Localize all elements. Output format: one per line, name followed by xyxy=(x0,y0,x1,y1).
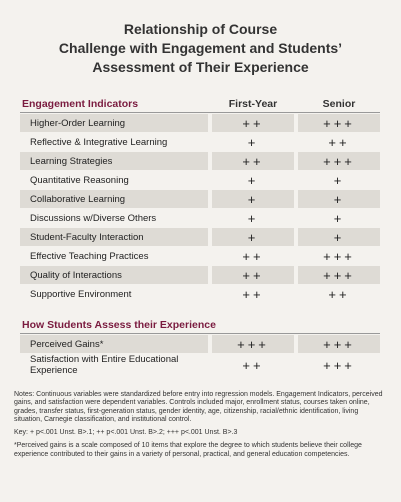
significance: ++ xyxy=(242,286,264,302)
row-label: Perceived Gains* xyxy=(20,335,208,353)
significance: ++ xyxy=(212,266,294,284)
significance: ++ xyxy=(242,248,264,264)
significance: + xyxy=(212,190,294,208)
significance: + xyxy=(333,172,345,188)
title-line: Challenge with Engagement and Students’ xyxy=(58,40,343,56)
significance: ++ xyxy=(328,134,350,150)
significance: +++ xyxy=(323,248,355,264)
significance: + xyxy=(247,134,259,150)
significance: ++ xyxy=(212,114,294,132)
notes: Notes: Continuous variables were standar… xyxy=(14,391,388,464)
rule xyxy=(20,112,380,113)
footnote: *Perceived gains is a scale composed of … xyxy=(14,442,362,458)
table-row: Quality of Interactions ++ +++ xyxy=(20,266,380,284)
row-label: Collaborative Learning xyxy=(20,190,208,208)
significance: ++ xyxy=(212,152,294,170)
section-header: How Students Assess their Experience xyxy=(20,313,380,331)
spacer xyxy=(20,303,380,313)
significance: + xyxy=(247,210,259,226)
table-row: Reflective & Integrative Learning + ++ xyxy=(20,133,380,151)
rule xyxy=(20,333,380,334)
table-row: Supportive Environment ++ ++ xyxy=(20,285,380,303)
table-row: Learning Strategies ++ +++ xyxy=(20,152,380,170)
significance: + xyxy=(212,228,294,246)
significance: + xyxy=(298,190,380,208)
significance: +++ xyxy=(323,357,355,373)
title-line: Relationship of Course xyxy=(123,21,278,37)
significance: ++ xyxy=(328,286,350,302)
table-row: Quantitative Reasoning + + xyxy=(20,171,380,189)
significance: + xyxy=(298,228,380,246)
title-line: Assessment of Their Experience xyxy=(92,59,309,75)
significance: +++ xyxy=(298,266,380,284)
row-label: Quality of Interactions xyxy=(20,266,208,284)
table-row: Perceived Gains* +++ +++ xyxy=(20,335,380,353)
significance: +++ xyxy=(212,335,294,353)
key: Key: + p<.001 Unst. B>.1; ++ p<.001 Unst… xyxy=(14,429,238,437)
row-label: Quantitative Reasoning xyxy=(30,174,129,186)
row-label: Reflective & Integrative Learning xyxy=(30,136,168,148)
significance: +++ xyxy=(298,114,380,132)
significance: + xyxy=(333,210,345,226)
table-row: Higher-Order Learning ++ +++ xyxy=(20,114,380,132)
row-label: Discussions w/Diverse Others xyxy=(30,212,157,224)
notes-text: Notes: Continuous variables were standar… xyxy=(14,391,383,423)
section-title: How Students Assess their Experience xyxy=(22,319,216,331)
row-label: Effective Teaching Practices xyxy=(30,250,149,262)
significance: +++ xyxy=(298,335,380,353)
row-label: Supportive Environment xyxy=(30,288,132,300)
table-row: Collaborative Learning + + xyxy=(20,190,380,208)
table-row: Discussions w/Diverse Others + + xyxy=(20,209,380,227)
title: Relationship of Course Challenge with En… xyxy=(0,20,401,77)
column-header: First-Year xyxy=(228,98,278,110)
significance: ++ xyxy=(242,357,264,373)
table-row: Satisfaction with Entire Educational Exp… xyxy=(20,354,380,376)
table-row: Student-Faculty Interaction + + xyxy=(20,228,380,246)
section-header: Engagement Indicators First-Year Senior xyxy=(20,92,380,110)
table-row: Effective Teaching Practices ++ +++ xyxy=(20,247,380,265)
row-label: Learning Strategies xyxy=(20,152,208,170)
significance: + xyxy=(247,172,259,188)
row-label: Higher-Order Learning xyxy=(20,114,208,132)
row-label: Satisfaction with Entire Educational Exp… xyxy=(30,354,179,376)
row-label: Student-Faculty Interaction xyxy=(20,228,208,246)
section-title: Engagement Indicators xyxy=(22,98,139,110)
column-header: Senior xyxy=(322,98,356,110)
significance: +++ xyxy=(298,152,380,170)
table: Engagement Indicators First-Year Senior Hig… xyxy=(20,92,380,376)
